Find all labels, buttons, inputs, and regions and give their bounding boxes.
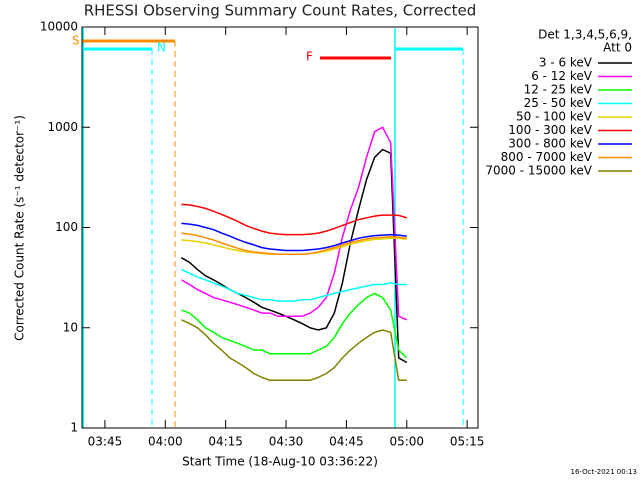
x-tick-label: 05:00 <box>389 435 424 449</box>
series-line <box>181 319 407 381</box>
x-tick-label: 03:45 <box>88 435 123 449</box>
annotation: N <box>157 41 166 55</box>
annotation: F <box>306 50 313 64</box>
legend-label: 300 - 800 keV <box>508 137 592 151</box>
series-line <box>181 148 408 364</box>
series-line <box>181 292 408 359</box>
legend-title: Att 0 <box>603 41 632 55</box>
plot-frame <box>81 26 479 429</box>
legend-label: 3 - 6 keV <box>539 56 593 70</box>
legend-label: 800 - 7000 keV <box>501 150 593 164</box>
series-line <box>181 232 407 256</box>
y-tick-label: 1000 <box>47 120 78 134</box>
y-tick-label: 10 <box>63 320 78 334</box>
series-line <box>181 268 407 302</box>
y-tick-label: 100 <box>55 220 78 234</box>
x-tick-label: 04:45 <box>329 435 364 449</box>
y-tick-label: 1 <box>70 421 78 435</box>
legend-label: 50 - 100 keV <box>516 110 593 124</box>
legend-label: 100 - 300 keV <box>508 123 592 137</box>
chart-title: RHESSI Observing Summary Count Rates, Co… <box>84 2 477 20</box>
series-line <box>181 126 408 321</box>
legend-title: Det 1,3,4,5,6,9, <box>538 28 632 42</box>
legend-label: 7000 - 15000 keV <box>485 164 592 178</box>
legend-label: 25 - 50 keV <box>524 96 593 110</box>
x-tick-label: 05:15 <box>450 435 485 449</box>
legend-label: 6 - 12 keV <box>531 69 593 83</box>
x-tick-label: 04:15 <box>208 435 243 449</box>
series-line <box>181 222 407 252</box>
y-axis-label: Corrected Count Rate (s⁻¹ detector⁻¹) <box>13 115 27 341</box>
annotation: S <box>72 34 80 48</box>
y-tick-label: 10000 <box>40 20 78 34</box>
footer: 16-Oct-2021 00:13 <box>571 468 637 476</box>
series-line <box>181 203 408 236</box>
x-tick-label: 04:30 <box>269 435 304 449</box>
legend-label: 12 - 25 keV <box>524 83 593 97</box>
x-axis-label: Start Time (18-Aug-10 03:36:22) <box>182 455 378 469</box>
x-tick-label: 04:00 <box>148 435 183 449</box>
